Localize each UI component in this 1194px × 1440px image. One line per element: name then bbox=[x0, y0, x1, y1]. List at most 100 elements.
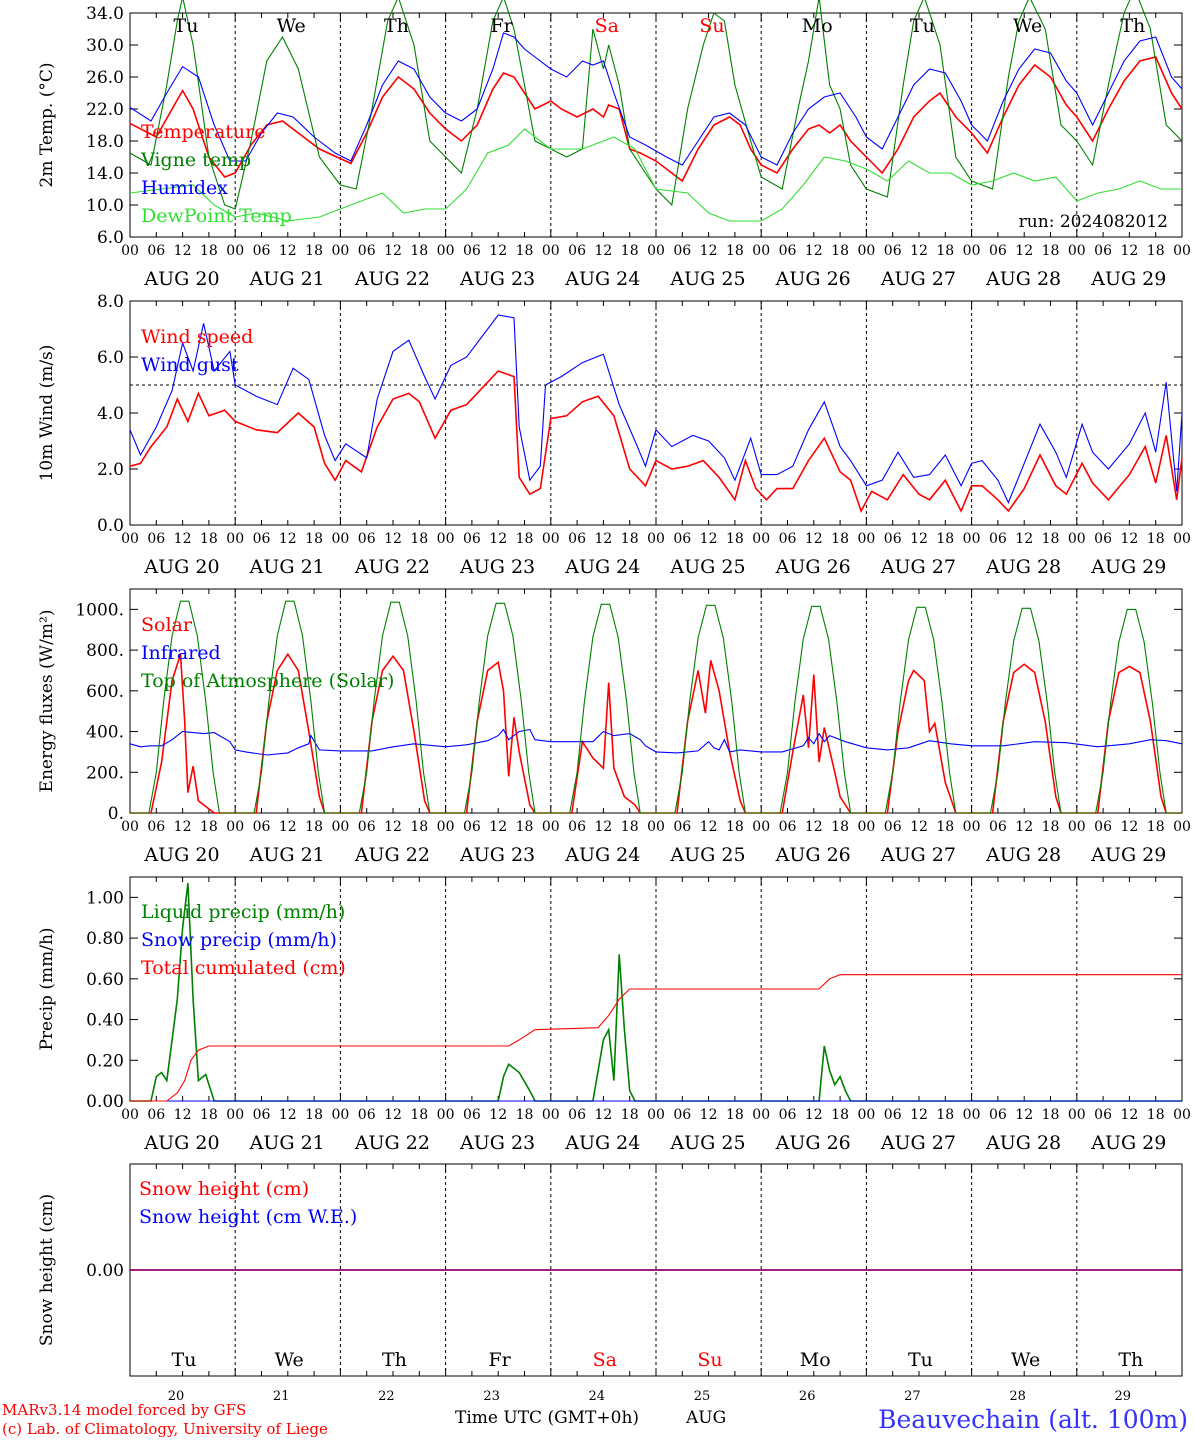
hour-label: 18 bbox=[936, 531, 954, 547]
model-credit: MARv3.14 model forced by GFS bbox=[2, 1401, 246, 1419]
hour-label: 12 bbox=[1015, 243, 1033, 259]
date-label: AUG 24 bbox=[564, 1132, 640, 1154]
weekday-label-bottom: Sa bbox=[593, 1349, 617, 1371]
hour-label: 18 bbox=[516, 243, 534, 259]
hour-label: 12 bbox=[1120, 531, 1138, 547]
hour-label: 12 bbox=[174, 243, 192, 259]
hour-label: 18 bbox=[1042, 1107, 1060, 1123]
legend-entry: Top of Atmosphere (Solar) bbox=[141, 670, 394, 692]
hour-label: 00 bbox=[1173, 819, 1191, 835]
weekday-label-bottom: Tu bbox=[172, 1349, 197, 1371]
hour-label: 06 bbox=[147, 243, 165, 259]
hour-label: 06 bbox=[1094, 243, 1112, 259]
hour-label: 06 bbox=[147, 1107, 165, 1123]
date-label: AUG 23 bbox=[459, 268, 535, 290]
day-number: 22 bbox=[378, 1389, 395, 1404]
hour-label: 18 bbox=[621, 243, 639, 259]
hour-label: 18 bbox=[516, 1107, 534, 1123]
hour-label: 12 bbox=[1015, 1107, 1033, 1123]
hour-label: 00 bbox=[963, 243, 981, 259]
hour-label: 12 bbox=[279, 531, 297, 547]
hour-label: 12 bbox=[1120, 243, 1138, 259]
weekday-label-bottom: We bbox=[275, 1349, 304, 1371]
hour-label: 18 bbox=[831, 1107, 849, 1123]
hour-label: 06 bbox=[463, 1107, 481, 1123]
y-axis-label: Snow height (cm) bbox=[37, 1194, 57, 1346]
series-line-1-1 bbox=[129, 314, 1183, 504]
date-label: AUG 29 bbox=[1090, 268, 1166, 290]
hour-label: 12 bbox=[384, 1107, 402, 1123]
hour-label: 18 bbox=[1147, 531, 1165, 547]
hour-label: 00 bbox=[331, 1107, 349, 1123]
date-label: AUG 22 bbox=[354, 268, 430, 290]
date-label: AUG 27 bbox=[880, 556, 956, 578]
y-tick-label: 1000. bbox=[75, 600, 124, 620]
hour-label: 00 bbox=[437, 531, 455, 547]
hour-label: 06 bbox=[568, 819, 586, 835]
hour-label: 06 bbox=[568, 531, 586, 547]
hour-label: 06 bbox=[358, 1107, 376, 1123]
hour-label: 00 bbox=[857, 819, 875, 835]
hour-label: 06 bbox=[989, 531, 1007, 547]
hour-label: 00 bbox=[121, 243, 139, 259]
hour-label: 12 bbox=[1015, 531, 1033, 547]
hour-label: 06 bbox=[989, 819, 1007, 835]
hour-label: 12 bbox=[279, 819, 297, 835]
day-number: 24 bbox=[589, 1389, 606, 1404]
hour-label: 00 bbox=[121, 531, 139, 547]
hour-label: 18 bbox=[1147, 1107, 1165, 1123]
hour-label: 00 bbox=[226, 531, 244, 547]
hour-label: 18 bbox=[726, 531, 744, 547]
legend-entry: Snow precip (mm/h) bbox=[141, 929, 337, 951]
hour-label: 12 bbox=[910, 531, 928, 547]
weekday-label-bottom: Mo bbox=[800, 1349, 831, 1371]
hour-label: 12 bbox=[279, 1107, 297, 1123]
hour-label: 00 bbox=[857, 1107, 875, 1123]
hour-label: 00 bbox=[752, 531, 770, 547]
hour-label: 12 bbox=[910, 243, 928, 259]
date-label: AUG 27 bbox=[880, 268, 956, 290]
hour-label: 12 bbox=[174, 819, 192, 835]
hour-label: 18 bbox=[831, 819, 849, 835]
hour-label: 18 bbox=[1147, 819, 1165, 835]
hour-label: 12 bbox=[384, 531, 402, 547]
weekday-label-top: Mo bbox=[802, 15, 833, 37]
hour-label: 00 bbox=[857, 531, 875, 547]
y-tick-label: 6.0 bbox=[97, 348, 124, 368]
hour-label: 06 bbox=[779, 819, 797, 835]
hour-label: 12 bbox=[489, 243, 507, 259]
y-tick-label: 30.0 bbox=[86, 36, 124, 56]
legend-entry: Solar bbox=[141, 614, 193, 636]
series-line-0-1 bbox=[129, 0, 1183, 210]
legend-entry: DewPoint Temp bbox=[141, 205, 292, 227]
hour-label: 06 bbox=[463, 819, 481, 835]
y-axis-label: 10m Wind (m/s) bbox=[37, 345, 57, 482]
date-label: AUG 21 bbox=[249, 268, 325, 290]
lab-credit: (c) Lab. of Climatology, University of L… bbox=[2, 1420, 328, 1438]
weekday-label-bottom: Th bbox=[382, 1349, 407, 1371]
date-label: AUG 26 bbox=[775, 556, 851, 578]
hour-label: 06 bbox=[884, 819, 902, 835]
date-label: AUG 20 bbox=[143, 1132, 219, 1154]
hour-label: 18 bbox=[831, 243, 849, 259]
date-label: AUG 28 bbox=[985, 556, 1061, 578]
hour-label: 06 bbox=[463, 243, 481, 259]
date-label: AUG 27 bbox=[880, 1132, 956, 1154]
station-name: Beauvechain (alt. 100m) bbox=[878, 1405, 1188, 1434]
y-tick-label: 0.20 bbox=[86, 1051, 124, 1071]
weekday-label-top: Th bbox=[1120, 15, 1145, 37]
hour-label: 00 bbox=[752, 1107, 770, 1123]
weekday-label-top: Tu bbox=[910, 15, 935, 37]
date-label: AUG 22 bbox=[354, 556, 430, 578]
hour-label: 00 bbox=[542, 531, 560, 547]
weekday-label-bottom: We bbox=[1011, 1349, 1040, 1371]
weekday-label-top: Sa bbox=[595, 15, 619, 37]
hour-label: 12 bbox=[805, 819, 823, 835]
hour-label: 12 bbox=[489, 531, 507, 547]
hour-label: 12 bbox=[174, 1107, 192, 1123]
hour-label: 12 bbox=[1120, 1107, 1138, 1123]
hour-label: 12 bbox=[910, 1107, 928, 1123]
hour-label: 00 bbox=[121, 819, 139, 835]
legend-entry: Wind gust bbox=[141, 354, 239, 376]
hour-label: 00 bbox=[121, 1107, 139, 1123]
